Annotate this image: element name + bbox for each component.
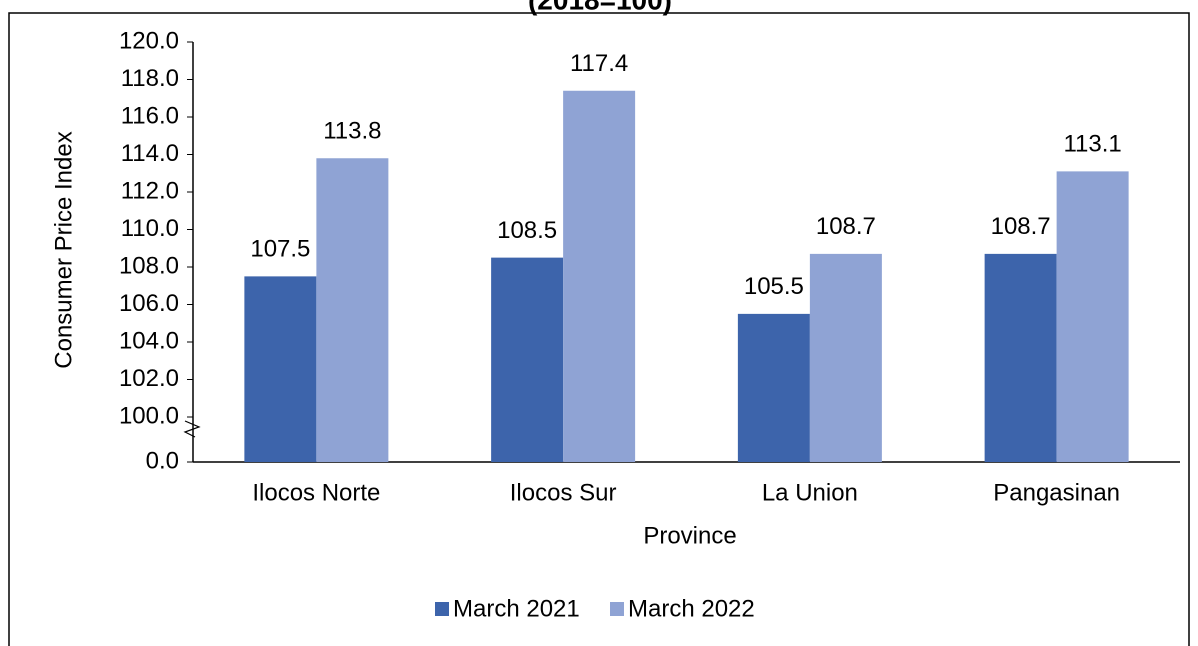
y-tick-label: 116.0 xyxy=(121,102,179,129)
data-label: 107.5 xyxy=(250,236,310,263)
bar xyxy=(737,313,810,462)
data-label: 108.5 xyxy=(497,217,557,244)
frame xyxy=(8,12,1190,646)
legend-swatch xyxy=(435,602,449,616)
y-tick-label: 110.0 xyxy=(121,215,179,242)
bar xyxy=(984,253,1057,462)
data-label: 113.8 xyxy=(323,118,381,145)
y-tick-label: 114.0 xyxy=(121,140,179,167)
data-label: 113.1 xyxy=(1063,131,1121,158)
y-tick-label: 112.0 xyxy=(121,177,179,204)
x-tick-label: Pangasinan xyxy=(993,479,1120,506)
x-axis-title: Province xyxy=(643,522,736,549)
y-tick-label: 104.0 xyxy=(119,327,179,354)
y-tick-label: 120.0 xyxy=(119,27,179,54)
data-label: 117.4 xyxy=(570,50,628,77)
legend-swatch xyxy=(610,602,624,616)
chart-title: (2018=100) xyxy=(528,0,672,15)
legend-label: March 2022 xyxy=(628,595,755,622)
bar xyxy=(563,90,636,462)
axis-break xyxy=(183,420,201,438)
bar xyxy=(316,158,389,462)
data-label: 108.7 xyxy=(816,213,876,240)
y-tick-label: 0.0 xyxy=(146,447,179,474)
y-tick-label: 108.0 xyxy=(119,252,179,279)
y-axis-title: Consumer Price Index xyxy=(50,131,77,368)
y-tick-label: 100.0 xyxy=(119,402,179,429)
x-tick-label: La Union xyxy=(762,479,858,506)
data-label: 108.7 xyxy=(991,213,1051,240)
y-tick-label: 106.0 xyxy=(119,290,179,317)
legend-label: March 2021 xyxy=(453,595,580,622)
bar xyxy=(491,257,564,462)
y-tick-label: 118.0 xyxy=(121,65,179,92)
bar xyxy=(1056,171,1129,462)
bar xyxy=(809,253,882,462)
data-label: 105.5 xyxy=(744,273,804,300)
bar xyxy=(244,276,317,462)
x-tick-label: Ilocos Norte xyxy=(252,479,380,506)
y-tick-label: 102.0 xyxy=(119,365,179,392)
x-tick-label: Ilocos Sur xyxy=(510,479,617,506)
